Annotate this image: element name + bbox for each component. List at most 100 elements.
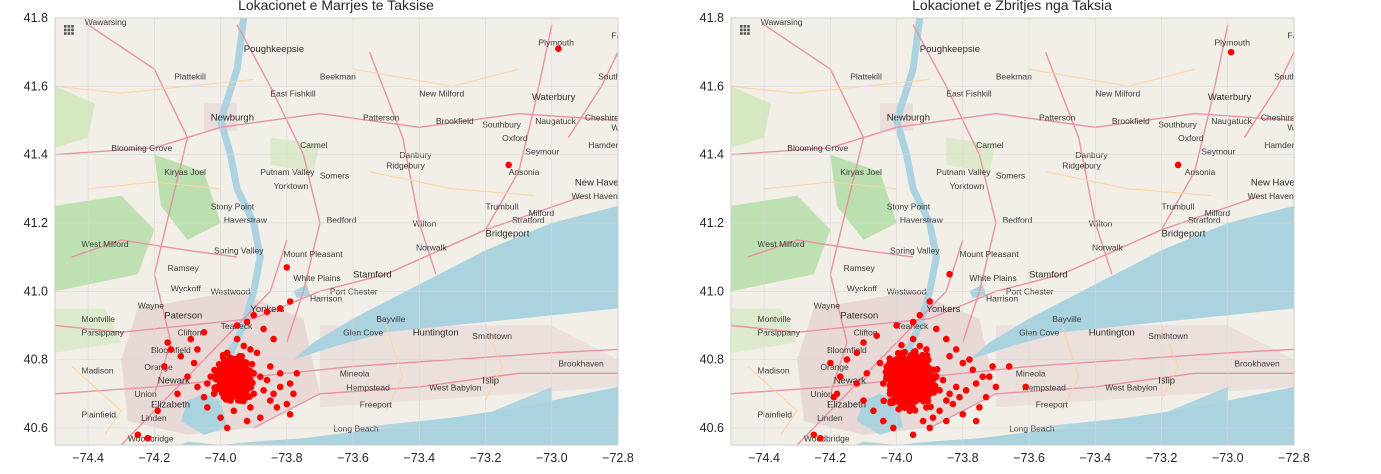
map-place-label: Yorktown: [274, 181, 309, 191]
data-point: [267, 363, 274, 370]
data-point: [893, 322, 900, 329]
map-place-label: West Babylon: [429, 382, 482, 392]
map-place-label: Stony Point: [211, 201, 255, 211]
data-point: [959, 359, 967, 367]
data-point: [253, 349, 261, 357]
map-place-label: Trumbull: [486, 201, 519, 211]
data-point: [286, 380, 294, 387]
map-place-label: Norwalk: [416, 242, 447, 252]
data-point: [221, 369, 228, 376]
x-axis-ticks: −74.4 −74.2 −74.0 −73.8 −73.6 −73.4 −73.2 −73.0…: [72, 451, 634, 465]
basemap: Wawarsing Poughkeepsie Plattekill Beekman Ea…: [731, 18, 1296, 445]
data-point: [293, 370, 301, 377]
y-axis-ticks: 40.6 40.8 41.0 41.2 41.4 41.6 41.8: [24, 11, 48, 435]
y-tick-label: 41.2: [24, 216, 48, 230]
y-tick-label: 41.4: [700, 148, 724, 162]
data-point: [946, 270, 953, 278]
data-point: [283, 400, 291, 408]
data-point: [276, 370, 284, 377]
data-point: [184, 373, 191, 381]
map-place-label: Bridgeport: [486, 229, 530, 240]
data-point: [187, 335, 195, 343]
data-point: [286, 298, 294, 305]
map-place-label: West Milford: [758, 239, 805, 249]
data-point: [240, 342, 248, 350]
data-point: [233, 335, 241, 343]
data-point: [924, 397, 932, 405]
data-point: [212, 387, 219, 394]
park-area: [55, 86, 95, 148]
map-place-label: Freeport: [360, 399, 393, 409]
map-place-label: Elizabeth: [827, 399, 866, 410]
y-tick-label: 41.0: [24, 284, 48, 298]
map-place-label: Huntington: [1089, 328, 1135, 339]
map-place-label: Milford: [1205, 208, 1231, 218]
map-place-label: Paterson: [164, 311, 202, 322]
plot-frame: [730, 17, 1295, 446]
great-south-bay: [1029, 386, 1228, 428]
data-point: [880, 417, 887, 425]
data-point: [290, 390, 297, 398]
map-place-label: Wyckoff: [847, 283, 878, 293]
data-point: [943, 397, 950, 404]
map-place-label: Kiryas Joel: [840, 167, 882, 177]
data-point: [555, 45, 562, 52]
data-point: [909, 431, 917, 439]
map-place-label: Plattekill: [174, 72, 206, 82]
data-point: [896, 365, 903, 373]
data-point: [972, 417, 980, 425]
data-point: [959, 411, 967, 418]
map-place-label: Hempstead: [1022, 382, 1066, 392]
data-point: [242, 382, 250, 389]
map-place-label: Bloomfield: [827, 345, 867, 355]
map-place-label: Ansonia: [1185, 167, 1216, 177]
map-place-label: Newark: [158, 376, 190, 387]
map-place-label: Linden: [817, 413, 843, 423]
data-point: [914, 387, 922, 395]
major-road: [1160, 24, 1229, 231]
x-tick-label: −73.0: [536, 451, 568, 465]
map-place-label: Wilton: [1089, 218, 1113, 228]
data-point: [909, 335, 917, 343]
map-layers-icon: [740, 25, 750, 35]
data-point: [927, 403, 934, 411]
data-point: [837, 373, 844, 381]
atlantic-ocean: [731, 386, 1294, 445]
map-place-label: Teaneck: [897, 321, 929, 331]
map-place-label: Southington: [598, 72, 644, 82]
data-point: [906, 392, 914, 399]
data-point: [926, 298, 933, 305]
map-place-label: Stony Point: [887, 201, 931, 211]
map-place-label: Glen Cove: [1019, 328, 1059, 338]
map-place-label: Spring Valley: [214, 246, 264, 256]
data-point: [890, 424, 897, 432]
map-place-label: Cheshire: [1261, 113, 1295, 123]
map-place-label: Seymour: [525, 147, 559, 157]
x-tick-label: −73.0: [1212, 451, 1244, 465]
data-point: [919, 351, 926, 359]
map-place-label: Glen Cove: [343, 328, 383, 338]
data-point: [931, 382, 939, 390]
map-place-label: Waterbury: [1208, 92, 1252, 103]
x-tick-label: −73.4: [1079, 451, 1111, 465]
grid-lines: [55, 18, 618, 445]
major-road: [484, 24, 553, 231]
map-place-label: Trumbull: [1162, 201, 1195, 211]
data-point: [972, 380, 980, 387]
upper-bay: [180, 393, 228, 435]
data-point: [177, 352, 185, 360]
data-point: [897, 392, 904, 399]
data-point: [219, 351, 227, 359]
data-point: [933, 325, 940, 333]
map-place-label: Spring Valley: [890, 246, 940, 256]
map-place-label: Madison: [758, 365, 790, 375]
map-place-label: Ramsey: [844, 263, 876, 273]
map-place-label: Plymouth: [539, 37, 575, 47]
data-point: [194, 383, 201, 391]
map-place-label: Hamden: [1264, 140, 1296, 150]
map-place-label: Bridgeport: [1162, 229, 1206, 240]
map-place-label: Poughkeepsie: [244, 44, 304, 55]
map-place-label: Patterson: [1039, 113, 1076, 123]
data-point: [909, 356, 917, 363]
